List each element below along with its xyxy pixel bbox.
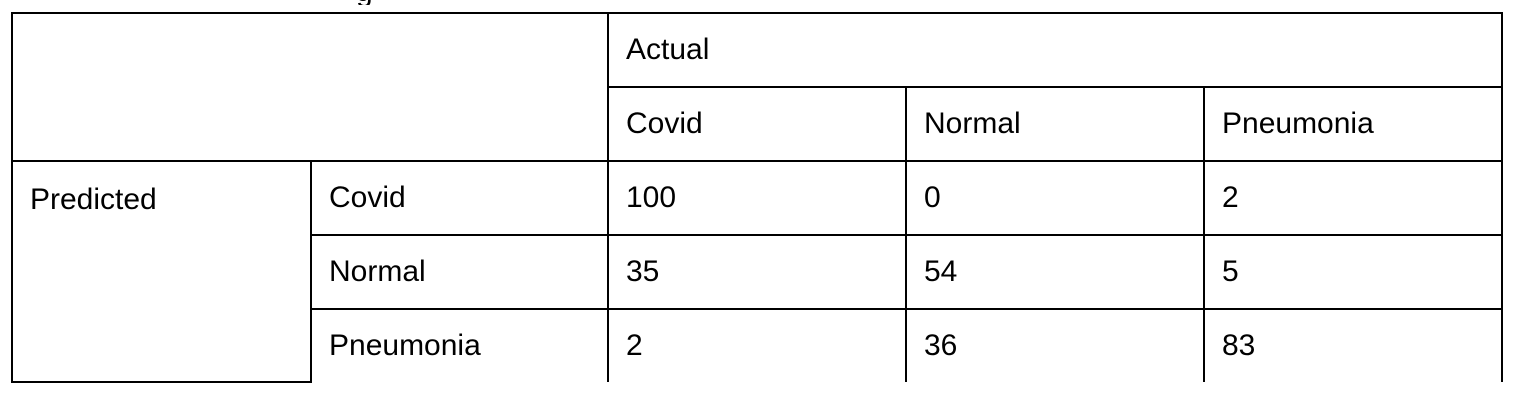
- table-row: Predicted Covid 100 0 2: [11, 160, 1503, 383]
- clipped-text-fragment: g: [356, 0, 376, 5]
- table-cell: 35: [607, 234, 907, 310]
- table-cell: 0: [905, 160, 1205, 236]
- row-header-normal: Normal: [310, 234, 609, 310]
- table-cell: 83: [1203, 308, 1503, 382]
- table-cell: 2: [1203, 160, 1503, 236]
- column-header-pneumonia: Pneumonia: [1203, 86, 1503, 162]
- table-cell: 5: [1203, 234, 1503, 310]
- corner-cell: [11, 12, 609, 162]
- row-header-pneumonia: Pneumonia: [310, 308, 609, 382]
- table-cell: 54: [905, 234, 1205, 310]
- table-cell: 36: [905, 308, 1205, 382]
- table-cell: 100: [607, 160, 907, 236]
- header-row-classes: Covid Normal Pneumonia: [12, 86, 1503, 162]
- table-cell: 2: [607, 308, 907, 382]
- predicted-header-cell: Predicted: [11, 160, 312, 383]
- row-header-covid: Covid: [310, 160, 609, 236]
- table-row: Pneumonia 2 36 83: [12, 308, 1503, 382]
- column-header-normal: Normal: [905, 86, 1205, 162]
- actual-header-cell: Actual: [607, 12, 1503, 88]
- header-row-actual: Actual: [11, 12, 1503, 162]
- table-row: Normal 35 54 5: [12, 234, 1503, 310]
- column-header-covid: Covid: [607, 86, 907, 162]
- confusion-matrix-table: Actual Covid Normal Pneumonia Predicted …: [11, 12, 1503, 383]
